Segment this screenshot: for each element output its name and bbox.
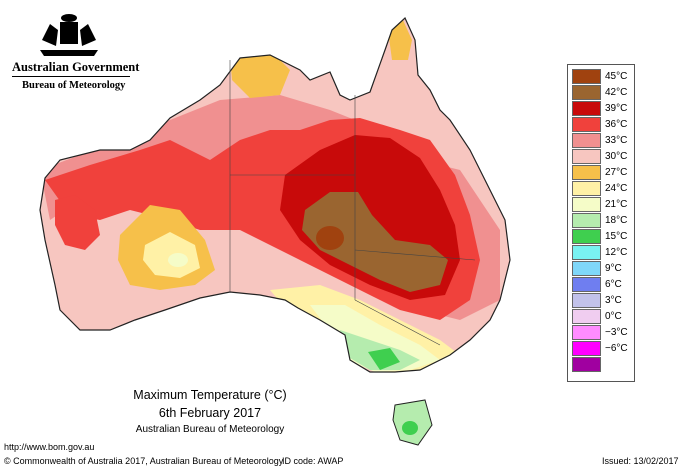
zone-15 <box>368 348 400 370</box>
map-title: Maximum Temperature (°C) <box>133 388 287 402</box>
legend-swatch <box>572 229 601 244</box>
legend-item: 42°C <box>572 85 627 100</box>
bureau-name: Bureau of Meteorology <box>22 80 126 91</box>
legend-swatch <box>572 213 601 228</box>
legend-swatch <box>572 357 601 372</box>
legend-item: −3°C <box>572 325 628 340</box>
mainland-outline <box>39 16 511 373</box>
coat-of-arms-icon <box>40 14 98 56</box>
map-date: 6th February 2017 <box>158 406 262 420</box>
legend-item: 27°C <box>572 165 627 180</box>
legend-swatch <box>572 293 601 308</box>
legend-label: −6°C <box>605 343 628 354</box>
legend-swatch <box>572 261 601 276</box>
legend-item: 12°C <box>572 245 627 260</box>
legend-label: 3°C <box>605 295 622 306</box>
footer-issued: Issued: 13/02/2017 <box>602 456 679 466</box>
legend-item: 9°C <box>572 261 622 276</box>
legend-label: 42°C <box>605 87 628 98</box>
legend-label: 18°C <box>605 215 628 226</box>
legend-swatch <box>572 101 601 116</box>
zone-45 <box>316 226 344 250</box>
legend-swatch <box>572 165 601 180</box>
legend-label: 33°C <box>605 135 628 146</box>
government-logo: Australian Government Bureau of Meteorol… <box>0 0 140 100</box>
legend-swatch <box>572 181 601 196</box>
footer-url[interactable]: http://www.bom.gov.au <box>4 442 95 452</box>
legend-item: 3°C <box>572 293 622 308</box>
legend-item: 0°C <box>572 309 622 324</box>
legend-item: 18°C <box>572 213 627 228</box>
legend-item: 33°C <box>572 133 627 148</box>
legend-label: 27°C <box>605 167 628 178</box>
legend-swatch <box>572 341 601 356</box>
legend-swatch <box>572 85 601 100</box>
legend-item: 24°C <box>572 181 627 196</box>
legend-label: 45°C <box>605 71 628 82</box>
government-name: Australian Government <box>12 60 140 74</box>
legend-label: 21°C <box>605 199 628 210</box>
legend-item: 30°C <box>572 149 627 164</box>
legend-item: 6°C <box>572 277 622 292</box>
legend-item: 39°C <box>572 101 627 116</box>
legend-swatch <box>572 117 601 132</box>
footer-id-code: ID code: AWAP <box>282 456 344 466</box>
zone-36-wa <box>55 195 100 250</box>
legend-swatch <box>572 149 601 164</box>
legend-swatch <box>572 133 601 148</box>
legend-swatch <box>572 277 601 292</box>
legend-label: −3°C <box>605 327 628 338</box>
zone-21 <box>168 253 188 267</box>
legend-swatch <box>572 69 601 84</box>
legend-swatch <box>572 245 601 260</box>
footer-copyright: © Commonwealth of Australia 2017, Austra… <box>4 456 284 466</box>
legend-item: 21°C <box>572 197 627 212</box>
legend-label: 6°C <box>605 279 622 290</box>
legend-swatch <box>572 197 601 212</box>
legend-item-bottom <box>572 357 605 372</box>
legend-label: 36°C <box>605 119 628 130</box>
tasmania-cool-zone <box>402 421 418 435</box>
legend-item: 15°C <box>572 229 627 244</box>
legend-label: 15°C <box>605 231 628 242</box>
legend-label: 0°C <box>605 311 622 322</box>
legend-item: −6°C <box>572 341 628 356</box>
legend-item: 45°C <box>572 69 627 84</box>
legend-swatch <box>572 325 601 340</box>
temperature-legend: 45°C 42°C 39°C 36°C 33°C 30°C 27°C 24°C 21°C 18°C… <box>567 64 635 382</box>
legend-swatch <box>572 309 601 324</box>
legend-label: 9°C <box>605 263 622 274</box>
divider <box>12 76 130 77</box>
legend-label: 24°C <box>605 183 628 194</box>
legend-label: 12°C <box>605 247 628 258</box>
state-borders <box>229 60 476 346</box>
map-source: Australian Bureau of Meteorology <box>135 424 285 435</box>
zone-42 <box>302 192 448 292</box>
legend-label: 30°C <box>605 151 628 162</box>
zone-27-topend <box>230 50 290 98</box>
legend-label: 39°C <box>605 103 628 114</box>
legend-item: 36°C <box>572 117 627 132</box>
